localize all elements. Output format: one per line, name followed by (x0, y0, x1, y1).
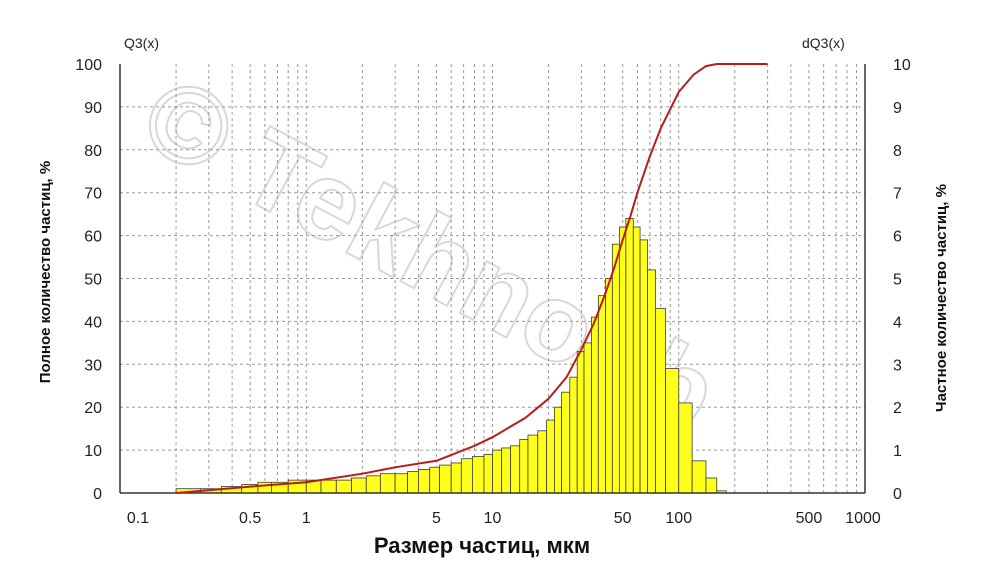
histogram-bar (450, 462, 462, 494)
histogram-bar (460, 458, 473, 494)
x-tick-label: 1000 (845, 510, 881, 527)
histogram-bar (407, 471, 419, 494)
y-left-tick-label: 30 (84, 357, 102, 374)
histogram-bar (576, 351, 585, 494)
histogram-bar (611, 243, 620, 494)
right-axis-name: dQ3(x) (802, 35, 845, 51)
y-left-tick-label: 100 (75, 57, 102, 74)
histogram-bar (394, 473, 408, 494)
y-left-tick-label: 40 (84, 314, 102, 331)
histogram-bar (561, 391, 571, 494)
y-right-tick-label: 10 (893, 57, 911, 74)
histogram-bar (527, 434, 539, 494)
histogram-bar (655, 308, 667, 494)
y-right-tick-label: 4 (893, 314, 902, 331)
histogram-bar (519, 438, 529, 494)
y-left-tick-label: 0 (93, 486, 102, 503)
x-axis-title: Размер частиц, мкм (374, 533, 590, 558)
y-right-tick-label: 6 (893, 229, 902, 246)
histogram-bar (257, 481, 272, 494)
histogram-bar (365, 475, 381, 494)
histogram-bar (439, 464, 452, 494)
y-left-tick-label: 50 (84, 272, 102, 289)
x-tick-label: 10 (484, 510, 502, 527)
y-right-tick-label: 8 (893, 143, 902, 160)
y-left-tick-label: 80 (84, 143, 102, 160)
y-left-tick-label: 10 (84, 443, 102, 460)
histogram-bar (510, 445, 521, 494)
x-tick-label: 50 (614, 510, 632, 527)
histogram-bar (647, 269, 656, 494)
histogram-bar (379, 473, 396, 494)
histogram-bar (591, 316, 599, 494)
histogram-bar (335, 479, 352, 494)
x-tick-label: 0.1 (127, 510, 149, 527)
y-left-tick-label: 20 (84, 400, 102, 417)
histogram-bar (351, 477, 367, 494)
cumulative-curve-group (176, 63, 768, 494)
x-tick-label: 100 (665, 510, 692, 527)
histogram-bar (678, 402, 693, 494)
histogram-bar (632, 226, 641, 494)
histogram-bar (705, 477, 718, 494)
histogram-bar (501, 447, 511, 494)
histogram-bar (429, 466, 441, 494)
x-tick-label: 1 (302, 510, 311, 527)
histogram-bar (618, 226, 627, 494)
histogram-bar (554, 406, 563, 494)
histogram-bar (597, 295, 607, 494)
x-tick-label: 5 (432, 510, 441, 527)
histogram-bar (417, 469, 431, 494)
histogram-bar (605, 278, 613, 494)
histogram-bar (546, 419, 555, 494)
histogram-bar (537, 430, 547, 494)
histogram-bar (472, 456, 485, 494)
histogram-bar (665, 368, 680, 494)
x-tick-label: 0.5 (239, 510, 261, 527)
y-right-tick-label: 1 (893, 443, 902, 460)
y-left-tick-label: 70 (84, 186, 102, 203)
y-right-tick-label: 3 (893, 357, 902, 374)
y-right-tick-label: 7 (893, 186, 902, 203)
histogram-bar (583, 342, 592, 494)
y-axis-right-title: Частное количество частиц, % (933, 184, 950, 412)
y-left-tick-label: 90 (84, 100, 102, 117)
x-tick-label: 500 (796, 510, 823, 527)
y-right-tick-label: 2 (893, 400, 902, 417)
cumulative-curve (176, 63, 768, 494)
histogram-bar (483, 453, 493, 494)
y-right-tick-label: 5 (893, 272, 902, 289)
y-left-tick-label: 60 (84, 229, 102, 246)
y-right-tick-label: 0 (893, 486, 902, 503)
y-right-tick-label: 9 (893, 100, 902, 117)
histogram-bar (625, 218, 634, 494)
histogram-bar (639, 239, 648, 494)
y-axis-left-title: Полное количество частиц, % (37, 161, 54, 383)
left-axis-name: Q3(x) (124, 35, 159, 51)
histogram-bar (569, 376, 578, 494)
histogram-bar (492, 449, 503, 494)
histogram-bar (691, 460, 707, 494)
histogram-bar (320, 479, 337, 494)
